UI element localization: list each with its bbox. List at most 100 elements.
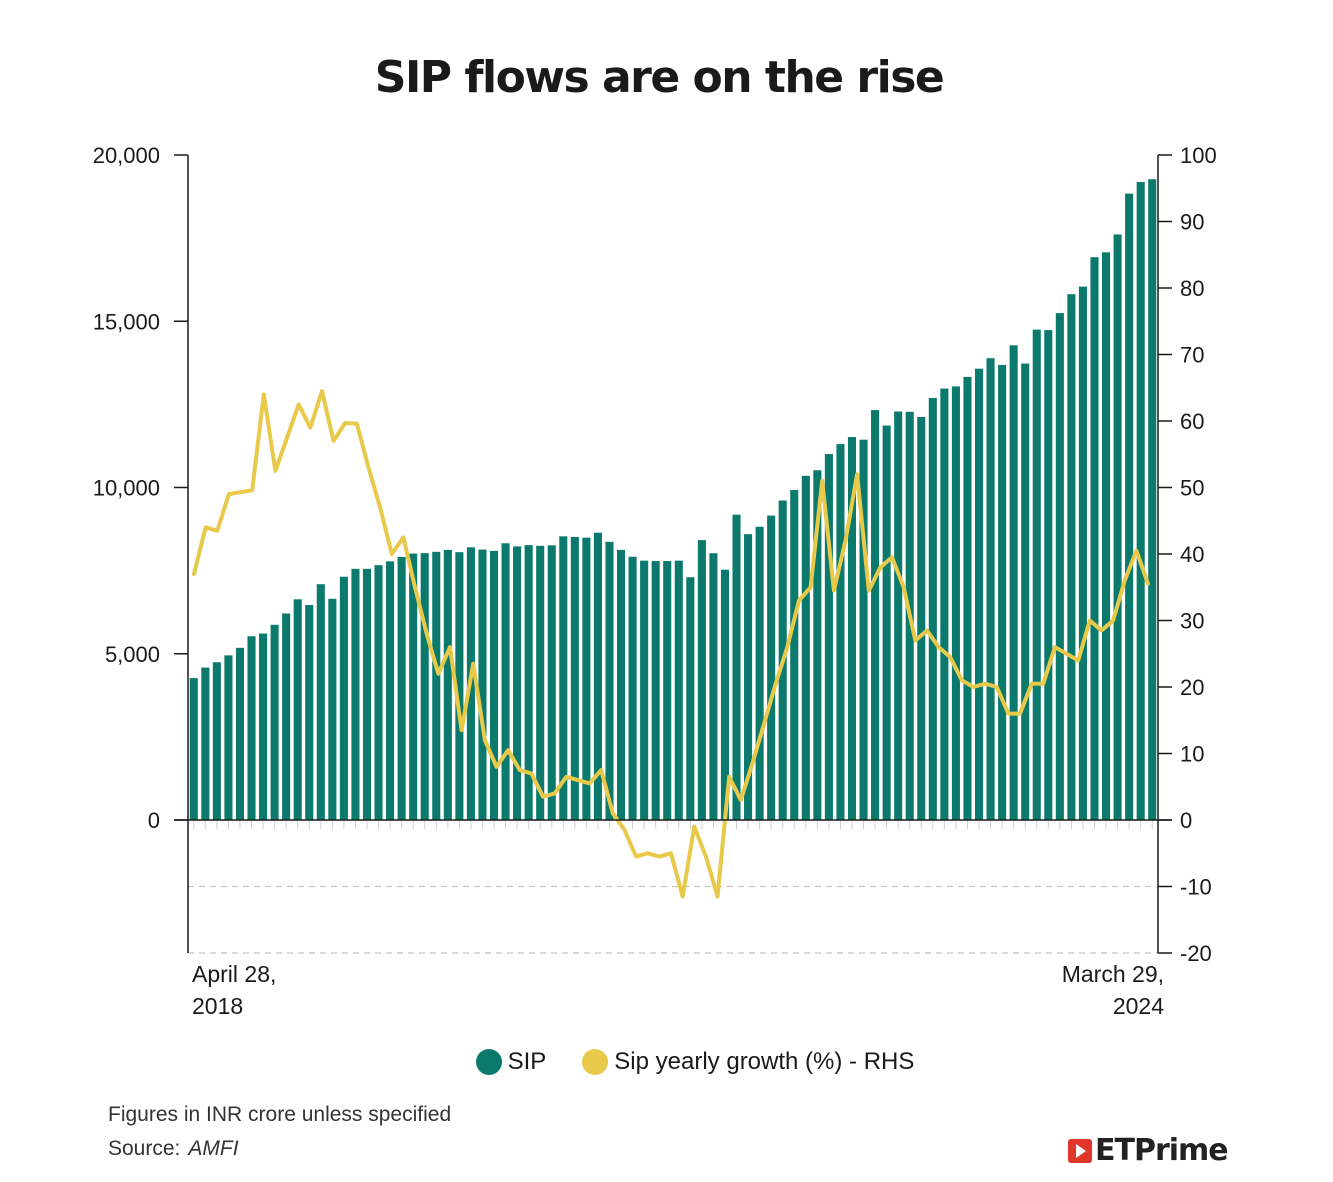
right-tick-label: 80 bbox=[1180, 276, 1204, 301]
left-axis-ticks: 0 5,000 10,000 15,000 20,000 bbox=[93, 143, 188, 833]
bar bbox=[1148, 179, 1157, 821]
source-line: Source: AMFI bbox=[108, 1137, 239, 1161]
bar bbox=[235, 647, 244, 820]
right-tick-label: -10 bbox=[1180, 875, 1212, 900]
bar bbox=[513, 546, 522, 820]
left-tick-label: 20,000 bbox=[93, 143, 160, 168]
right-tick-label: 90 bbox=[1180, 210, 1204, 235]
bar bbox=[478, 549, 487, 820]
bar bbox=[305, 605, 314, 820]
right-tick-label: 70 bbox=[1180, 343, 1204, 368]
sip-flows-chart: 0 5,000 10,000 15,000 20,000 -20 -10 0 10 20 30 40… bbox=[93, 143, 1217, 1019]
bar bbox=[1067, 294, 1076, 820]
bar bbox=[443, 549, 452, 820]
bar bbox=[790, 490, 799, 820]
right-axis-ticks: -20 -10 0 10 20 30 40 50 60 70 80 90 100 bbox=[1158, 143, 1217, 966]
play-icon bbox=[1068, 1138, 1092, 1163]
bar bbox=[351, 568, 360, 820]
bar bbox=[432, 551, 441, 820]
x-axis-date-labels: April 28, 2018 March 29, 2024 bbox=[192, 961, 1164, 1019]
bar bbox=[628, 556, 637, 820]
bar bbox=[951, 386, 960, 820]
left-tick-label: 15,000 bbox=[93, 309, 160, 334]
etprime-logo: ETPrime bbox=[1068, 1133, 1229, 1168]
bar bbox=[1055, 313, 1064, 820]
bar bbox=[1032, 329, 1041, 820]
bar bbox=[847, 437, 857, 820]
right-tick-label: 40 bbox=[1180, 542, 1204, 567]
bar bbox=[455, 552, 464, 820]
bar bbox=[397, 556, 406, 820]
bar bbox=[663, 561, 672, 820]
source-value: AMFI bbox=[188, 1137, 239, 1160]
bar bbox=[651, 561, 660, 820]
logo-text: ETPrime bbox=[1095, 1133, 1229, 1168]
bar bbox=[1136, 182, 1145, 820]
bar bbox=[998, 364, 1007, 820]
bar bbox=[616, 549, 626, 820]
legend-swatch-growth bbox=[582, 1049, 609, 1075]
bar bbox=[928, 397, 937, 820]
bar bbox=[1044, 330, 1053, 820]
bar bbox=[409, 553, 418, 820]
bar bbox=[282, 613, 291, 820]
bar bbox=[824, 454, 833, 820]
bar bbox=[1009, 345, 1018, 820]
bar bbox=[882, 425, 891, 820]
bar bbox=[859, 439, 868, 820]
bar bbox=[386, 561, 395, 820]
bar bbox=[836, 444, 845, 820]
bar bbox=[201, 667, 210, 820]
bar bbox=[963, 376, 972, 820]
bar bbox=[605, 541, 614, 820]
growth-line-path bbox=[192, 389, 1150, 899]
legend-label-sip: SIP bbox=[507, 1048, 547, 1075]
x-start-label: 2018 bbox=[192, 993, 243, 1019]
bar bbox=[420, 553, 429, 820]
bar bbox=[293, 599, 302, 820]
x-end-label: 2024 bbox=[1113, 993, 1164, 1019]
gridlines bbox=[188, 885, 1158, 954]
bar bbox=[674, 560, 683, 820]
bar bbox=[224, 655, 233, 820]
bar bbox=[974, 368, 984, 820]
bar bbox=[686, 577, 695, 820]
left-tick-label: 10,000 bbox=[93, 476, 160, 501]
bar bbox=[489, 550, 499, 820]
bar bbox=[247, 636, 256, 820]
x-start-label: April 28, bbox=[192, 961, 276, 987]
bar bbox=[362, 568, 372, 820]
bar bbox=[1125, 193, 1134, 820]
right-tick-label: 30 bbox=[1180, 609, 1204, 634]
bar bbox=[755, 526, 764, 820]
bar bbox=[871, 410, 880, 820]
bar bbox=[1021, 363, 1030, 820]
right-tick-label: 0 bbox=[1180, 808, 1192, 833]
left-tick-label: 5,000 bbox=[105, 642, 160, 667]
bar bbox=[559, 536, 568, 820]
bar bbox=[640, 560, 649, 820]
bar bbox=[801, 475, 810, 820]
bar bbox=[744, 534, 753, 820]
bar bbox=[316, 584, 325, 820]
bar bbox=[1101, 252, 1111, 820]
bar bbox=[212, 662, 221, 820]
bar bbox=[940, 388, 949, 820]
bar bbox=[524, 545, 533, 820]
bar bbox=[1113, 234, 1122, 821]
legend: SIP Sip yearly growth (%) - RHS bbox=[0, 1048, 1333, 1076]
bar bbox=[547, 545, 556, 820]
bar bbox=[339, 576, 348, 820]
right-tick-label: 60 bbox=[1180, 409, 1204, 434]
right-tick-label: -20 bbox=[1180, 941, 1212, 966]
bar bbox=[1090, 257, 1099, 820]
legend-item-growth: Sip yearly growth (%) - RHS bbox=[582, 1048, 914, 1076]
source-label: Source: bbox=[108, 1137, 181, 1160]
bar bbox=[328, 598, 337, 820]
bar bbox=[767, 515, 776, 820]
bar bbox=[720, 569, 729, 820]
bar bbox=[536, 545, 545, 820]
legend-label-growth: Sip yearly growth (%) - RHS bbox=[614, 1048, 915, 1075]
bar bbox=[894, 411, 903, 820]
bar bbox=[189, 678, 198, 820]
